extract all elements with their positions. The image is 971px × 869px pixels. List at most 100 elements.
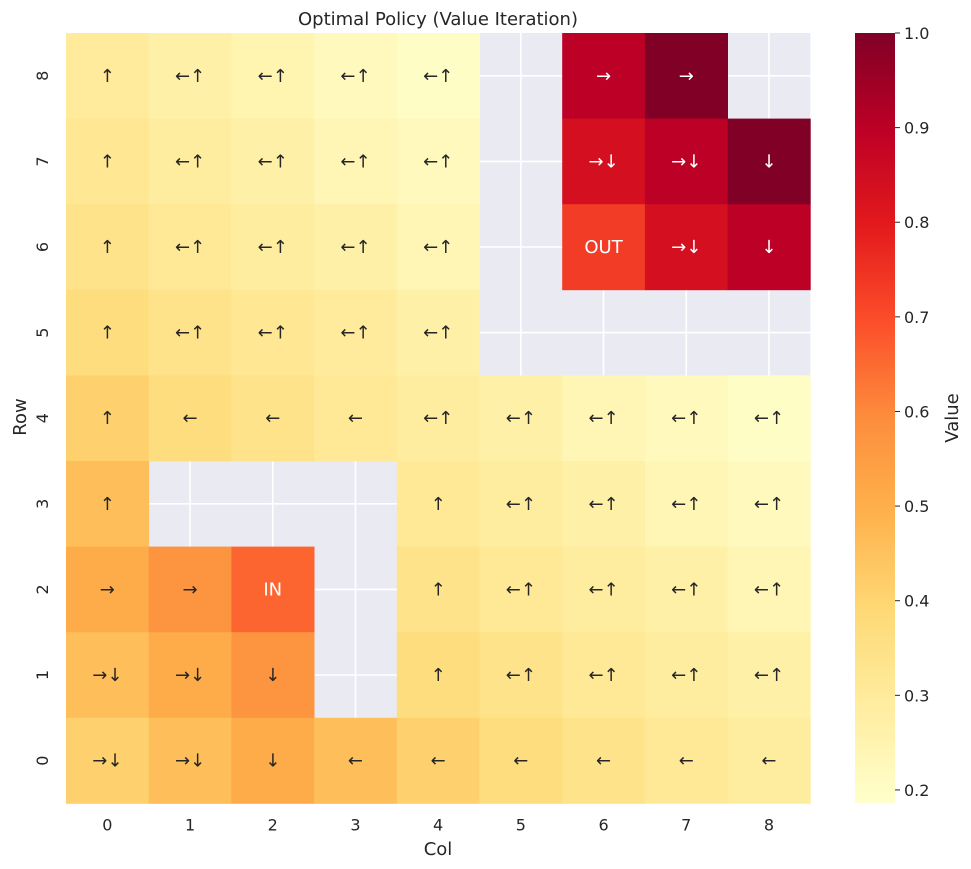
x-tick-label: 5 bbox=[516, 815, 526, 834]
heatmap-cell bbox=[644, 546, 728, 633]
cell-action-label: ←↑ bbox=[340, 323, 370, 344]
y-tick-label: 0 bbox=[33, 756, 52, 766]
cell-action-label: ←↑ bbox=[671, 579, 701, 600]
x-axis-label: Col bbox=[424, 839, 453, 860]
heatmap-cell bbox=[66, 204, 150, 291]
heatmap-cell bbox=[562, 33, 646, 119]
colorbar-tick-label: 0.9 bbox=[904, 119, 929, 138]
heatmap-cell bbox=[727, 375, 811, 462]
cell-action-label: ↓ bbox=[265, 751, 280, 772]
colorbar-label: Value bbox=[942, 393, 963, 442]
cell-action-label: ←↑ bbox=[506, 665, 536, 686]
heatmap-cell bbox=[396, 717, 480, 804]
cell-action-label: ↑ bbox=[100, 151, 115, 172]
cell-action-label: ←↑ bbox=[423, 237, 453, 258]
heatmap-cell bbox=[231, 717, 315, 804]
heatmap-cell bbox=[727, 546, 811, 633]
cell-action-label: → bbox=[679, 66, 694, 87]
cell-action-label: ←↑ bbox=[340, 151, 370, 172]
heatmap-cell bbox=[231, 289, 315, 376]
colorbar-tick-label: 0.5 bbox=[904, 497, 929, 516]
y-tick-label: 8 bbox=[33, 71, 52, 81]
cell-action-label: OUT bbox=[584, 237, 623, 258]
colorbar bbox=[855, 33, 895, 803]
cell-action-label: →↓ bbox=[92, 665, 122, 686]
cell-action-label: ←↑ bbox=[423, 323, 453, 344]
cell-action-label: ←↑ bbox=[258, 323, 288, 344]
y-tick-label: 2 bbox=[33, 584, 52, 594]
cell-action-label: ↑ bbox=[431, 579, 446, 600]
cell-action-label: →↓ bbox=[175, 751, 205, 772]
heatmap-cell bbox=[562, 546, 646, 633]
cell-action-label: ← bbox=[596, 751, 611, 772]
y-tick-label: 3 bbox=[33, 499, 52, 509]
cell-action-label: ←↑ bbox=[754, 494, 784, 515]
heatmap-cell bbox=[148, 204, 232, 291]
heatmap-cell bbox=[562, 204, 646, 291]
cell-action-label: ←↑ bbox=[754, 579, 784, 600]
x-tick-label: 7 bbox=[681, 815, 691, 834]
heatmap-cell bbox=[148, 118, 232, 205]
heatmap-cell bbox=[562, 375, 646, 462]
heatmap-cell bbox=[644, 717, 728, 804]
colorbar-tick-label: 0.7 bbox=[904, 308, 929, 327]
x-tick-label: 8 bbox=[764, 815, 774, 834]
heatmap-cell bbox=[396, 118, 480, 205]
cell-action-label: ←↑ bbox=[340, 66, 370, 87]
cell-action-label: ← bbox=[679, 751, 694, 772]
cell-action-label: →↓ bbox=[92, 751, 122, 772]
heatmap-cell bbox=[562, 717, 646, 804]
heatmap-cell bbox=[231, 204, 315, 291]
cell-action-label: ↑ bbox=[100, 323, 115, 344]
heatmap-cell bbox=[479, 717, 563, 804]
cell-action-label: ←↑ bbox=[423, 408, 453, 429]
colorbar-ticks: 0.2 0.3 0.4 0.5 0.6 0.7 0.8 0.9 1.0 bbox=[895, 24, 929, 800]
cell-action-label: ←↑ bbox=[671, 494, 701, 515]
cell-action-label: ←↑ bbox=[258, 151, 288, 172]
cell-action-label: ← bbox=[183, 408, 198, 429]
heatmap-cell bbox=[314, 289, 398, 376]
heatmap-cell bbox=[562, 118, 646, 205]
heatmap-cell bbox=[231, 375, 315, 462]
cell-action-label: ←↑ bbox=[423, 151, 453, 172]
y-tick-label: 5 bbox=[33, 328, 52, 338]
cell-action-label: ←↑ bbox=[588, 494, 618, 515]
heatmap-cell bbox=[479, 375, 563, 462]
cell-action-label: ←↑ bbox=[258, 66, 288, 87]
x-tick-label: 3 bbox=[350, 815, 360, 834]
x-tick-label: 2 bbox=[268, 815, 278, 834]
heatmap-cell bbox=[148, 33, 232, 119]
heatmap-cell bbox=[314, 717, 398, 804]
cell-action-label: ←↑ bbox=[175, 151, 205, 172]
cell-action-label: IN bbox=[263, 579, 282, 600]
heatmap-cell bbox=[396, 204, 480, 291]
cell-action-label: ↓ bbox=[761, 237, 776, 258]
cell-action-label: ←↑ bbox=[671, 408, 701, 429]
heatmap-cell bbox=[396, 461, 480, 547]
cell-action-label: ↑ bbox=[431, 665, 446, 686]
x-tick-label: 4 bbox=[433, 815, 443, 834]
chart-title: Optimal Policy (Value Iteration) bbox=[298, 9, 578, 30]
cell-action-label: →↓ bbox=[671, 151, 701, 172]
heatmap-cell bbox=[479, 461, 563, 547]
colorbar-tick-label: 0.6 bbox=[904, 402, 929, 421]
heatmap-cell bbox=[644, 375, 728, 462]
cell-action-label: ← bbox=[348, 751, 363, 772]
heatmap-cell bbox=[644, 632, 728, 719]
heatmap-cell bbox=[479, 546, 563, 633]
heatmap-cell bbox=[562, 632, 646, 719]
x-tick-label: 0 bbox=[102, 815, 112, 834]
cell-action-label: →↓ bbox=[175, 665, 205, 686]
heatmap-cell bbox=[644, 461, 728, 547]
heatmap-cell bbox=[66, 632, 150, 719]
heatmap-cell bbox=[396, 33, 480, 119]
y-axis-label: Row bbox=[10, 398, 31, 435]
heatmap-cell bbox=[148, 289, 232, 376]
cell-action-label: → bbox=[596, 66, 611, 87]
heatmap-cell bbox=[231, 632, 315, 719]
cell-action-label: ↑ bbox=[100, 237, 115, 258]
cell-action-label: ← bbox=[348, 408, 363, 429]
heatmap-cell bbox=[148, 375, 232, 462]
heatmap-cell bbox=[644, 33, 728, 119]
heatmap-cell bbox=[396, 289, 480, 376]
